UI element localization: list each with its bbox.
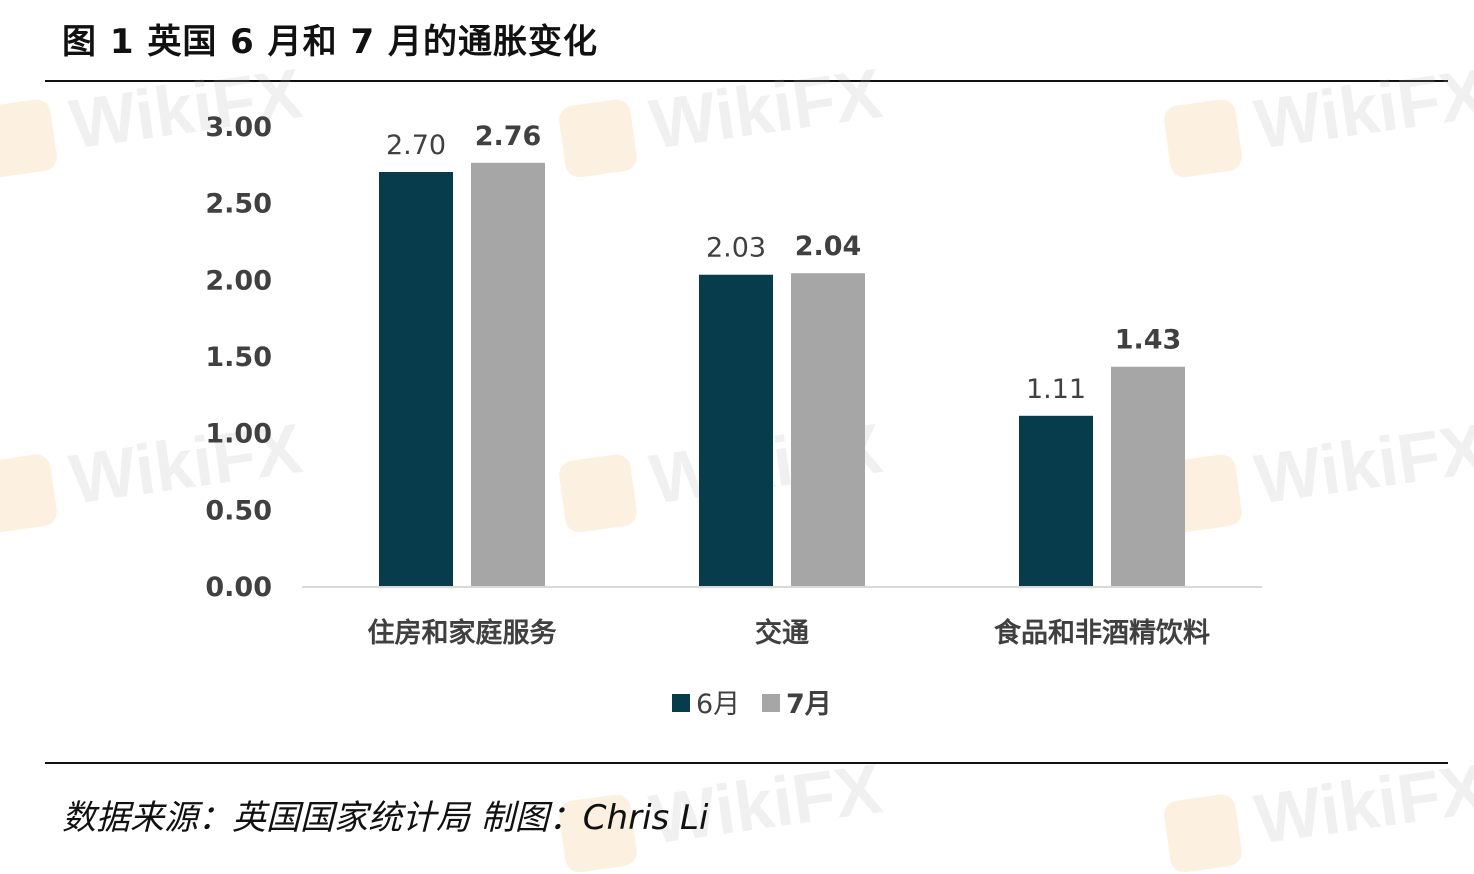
bar bbox=[699, 274, 773, 586]
bar bbox=[791, 273, 865, 586]
data-label: 1.11 bbox=[1026, 374, 1086, 405]
bar bbox=[471, 162, 545, 587]
y-tick-label: 0.50 bbox=[205, 495, 272, 526]
legend-label: 6月 bbox=[696, 689, 740, 720]
bar bbox=[379, 172, 453, 586]
bottom-rule bbox=[45, 762, 1448, 764]
bar bbox=[1019, 415, 1093, 586]
bar-chart: 0.00 0.50 1.00 1.50 2.00 2.50 3.00 2.70 2.76 住房和家… bbox=[205, 112, 1262, 720]
legend-label: 7月 bbox=[786, 689, 832, 720]
legend-swatch bbox=[672, 694, 690, 712]
x-category-label: 食品和非酒精饮料 bbox=[994, 617, 1210, 649]
source-note: 数据来源：英国国家统计局 制图：Chris Li bbox=[62, 798, 709, 838]
data-label: 2.70 bbox=[386, 130, 446, 161]
data-label: 2.76 bbox=[475, 121, 542, 152]
y-tick-label: 2.50 bbox=[205, 189, 272, 220]
data-label: 2.04 bbox=[795, 231, 862, 262]
y-tick-label: 3.00 bbox=[205, 112, 272, 143]
data-label: 1.43 bbox=[1115, 325, 1182, 356]
y-tick-label: 1.00 bbox=[205, 419, 272, 450]
bar bbox=[1111, 366, 1185, 586]
data-label: 2.03 bbox=[706, 233, 766, 264]
x-category-label: 交通 bbox=[755, 617, 809, 649]
y-tick-label: 1.50 bbox=[205, 342, 272, 373]
y-tick-label: 0.00 bbox=[205, 572, 272, 603]
top-rule bbox=[45, 80, 1448, 82]
x-category-label: 住房和家庭服务 bbox=[368, 617, 557, 649]
chart-title: 图 1 英国 6 月和 7 月的通胀变化 bbox=[62, 22, 598, 62]
legend-swatch bbox=[762, 694, 780, 712]
y-tick-label: 2.00 bbox=[205, 265, 272, 296]
